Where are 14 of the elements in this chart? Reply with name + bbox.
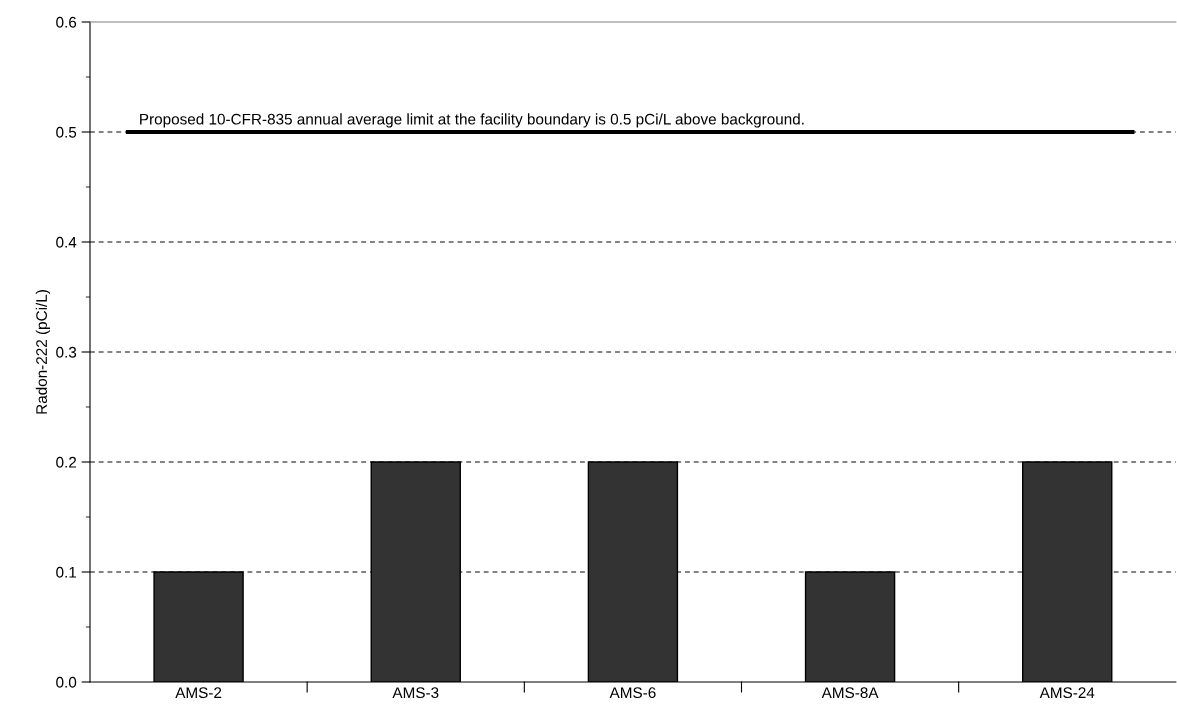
y-axis-title: Radon-222 (pCi/L) <box>35 290 51 414</box>
y-tick-label: 0.2 <box>56 456 77 468</box>
y-tick-label: 0.6 <box>56 16 77 28</box>
x-tick-label: AMS-6 <box>609 687 656 699</box>
x-tick-label: AMS-2 <box>175 687 222 699</box>
y-tick-label: 0.1 <box>56 566 77 578</box>
y-tick-label: 0.3 <box>56 346 77 358</box>
x-tick-label: AMS-3 <box>392 687 439 699</box>
x-tick-label: AMS-24 <box>1039 687 1095 699</box>
ref-line-label: Proposed 10-CFR-835 annual average limit at the facility boundary is 0.5 pCi/L above background. <box>140 113 804 128</box>
y-tick-label: 0.5 <box>56 126 77 138</box>
y-tick-label: 0.4 <box>56 236 77 248</box>
x-tick-label: AMS-8A <box>821 687 879 699</box>
y-tick-label: 0.0 <box>56 676 77 688</box>
